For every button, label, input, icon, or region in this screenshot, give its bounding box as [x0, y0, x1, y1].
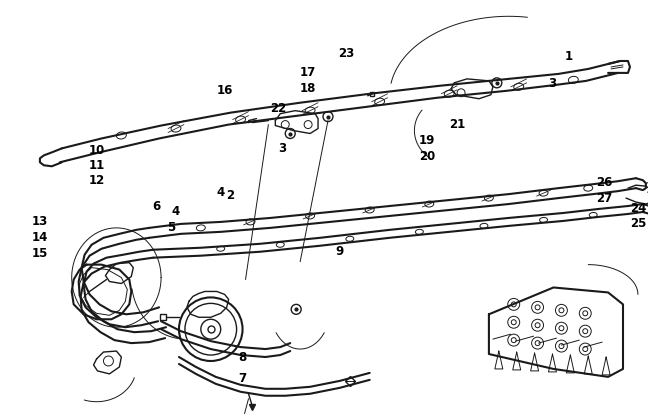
- Text: 6: 6: [152, 199, 161, 212]
- Text: 10: 10: [88, 144, 105, 157]
- Text: 14: 14: [32, 231, 48, 244]
- Text: 24: 24: [630, 201, 646, 214]
- Text: 26: 26: [596, 176, 612, 189]
- Text: 16: 16: [216, 84, 233, 97]
- Text: 3: 3: [549, 77, 556, 90]
- Text: 5: 5: [167, 222, 175, 234]
- Text: 7: 7: [239, 372, 246, 385]
- Text: 21: 21: [449, 118, 465, 131]
- Text: 27: 27: [596, 191, 612, 204]
- Text: 17: 17: [300, 66, 317, 79]
- Text: 19: 19: [419, 134, 436, 147]
- Text: 3: 3: [278, 142, 287, 155]
- Text: 4: 4: [216, 186, 225, 199]
- Text: 11: 11: [88, 159, 105, 172]
- Text: 4: 4: [172, 206, 180, 219]
- Text: 25: 25: [630, 217, 646, 230]
- Text: 23: 23: [338, 46, 354, 59]
- Text: 18: 18: [300, 82, 317, 95]
- Text: 8: 8: [239, 351, 247, 364]
- Text: 15: 15: [32, 247, 48, 260]
- Text: 2: 2: [227, 189, 235, 201]
- Text: 22: 22: [270, 102, 287, 115]
- Text: 13: 13: [32, 215, 48, 228]
- Text: 9: 9: [336, 245, 344, 258]
- Text: 12: 12: [88, 174, 105, 187]
- Text: 1: 1: [564, 49, 573, 63]
- Text: 20: 20: [419, 150, 436, 163]
